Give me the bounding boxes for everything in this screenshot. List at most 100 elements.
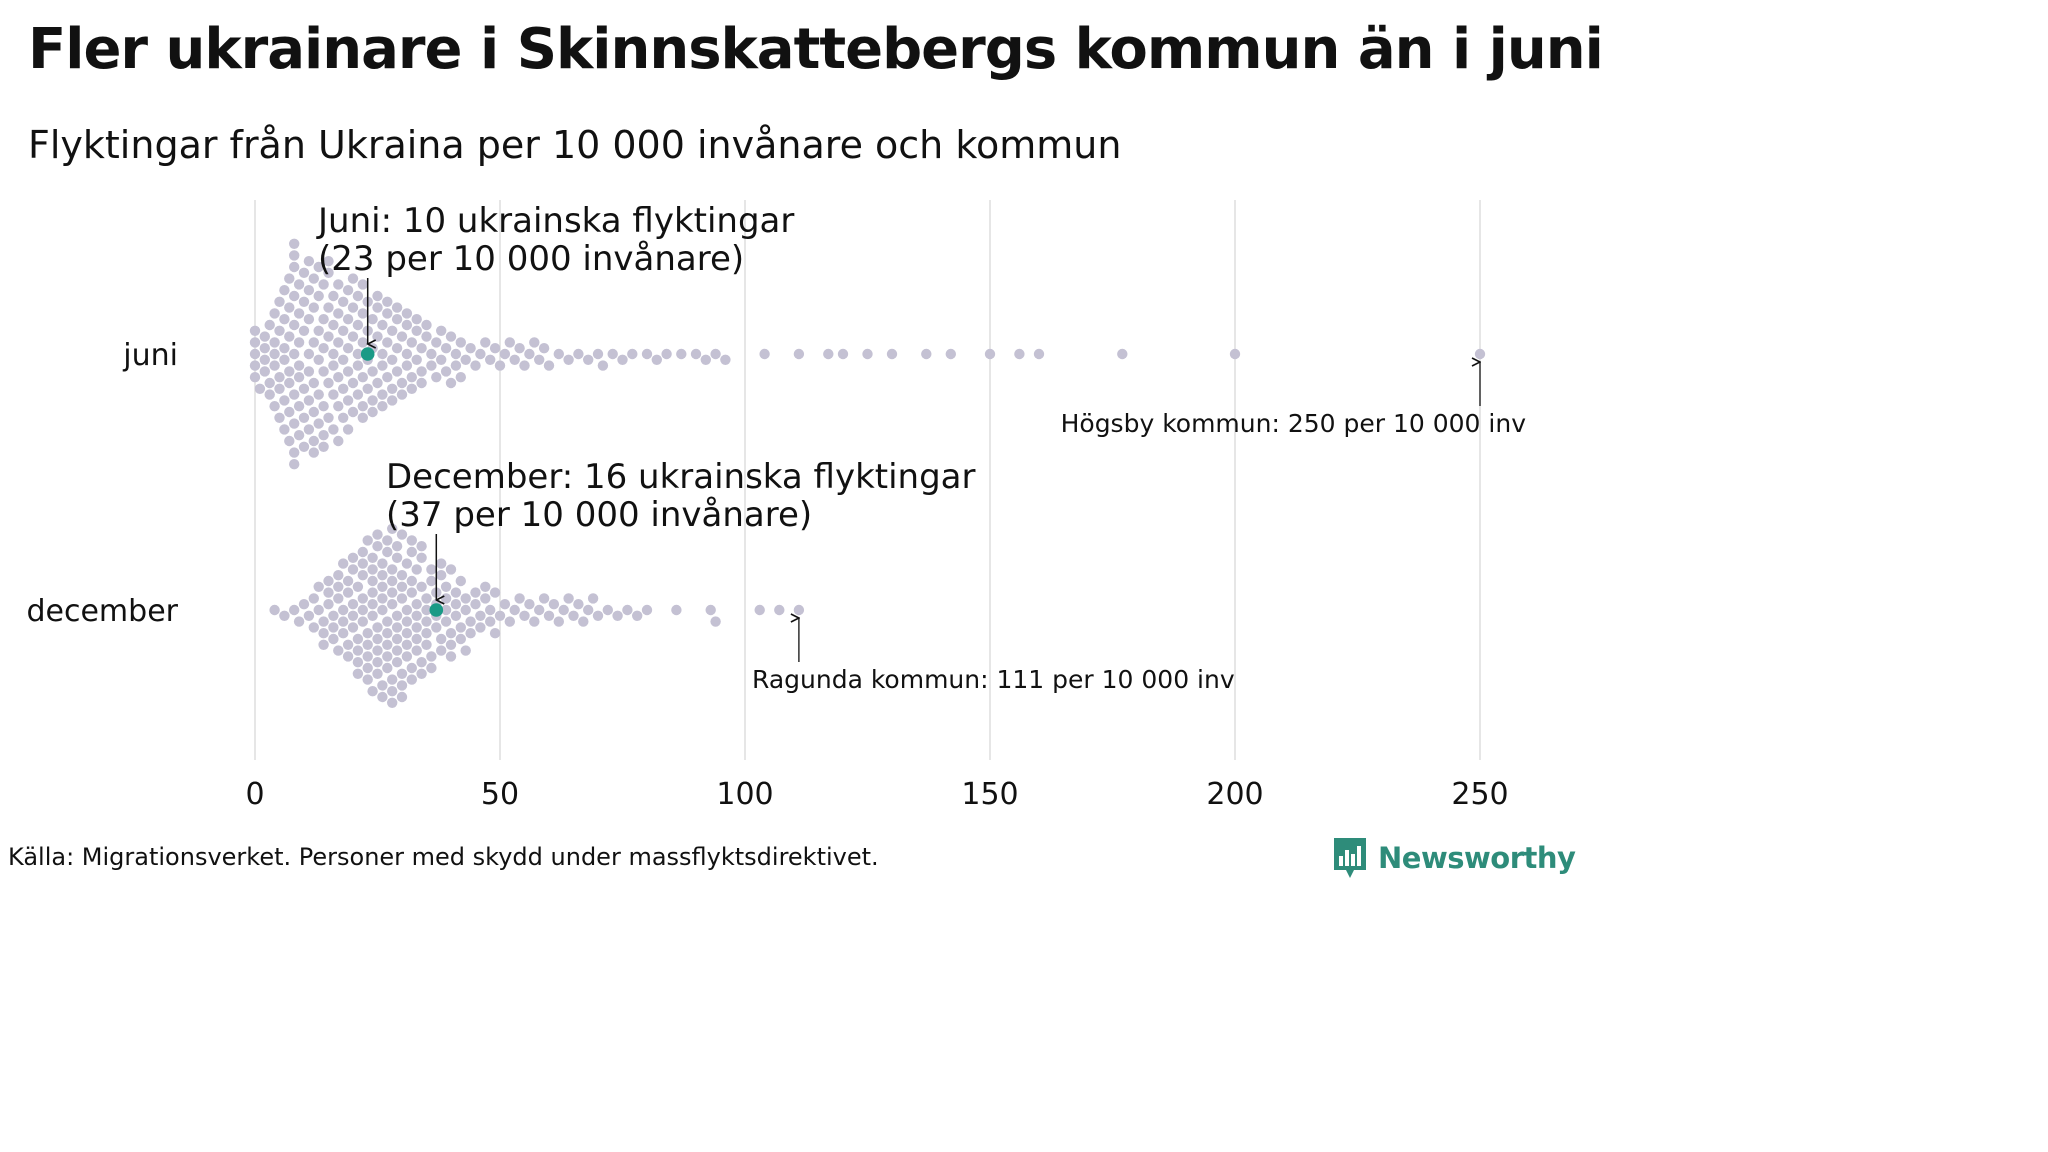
data-point-juni <box>347 406 359 418</box>
data-point-juni <box>274 412 285 423</box>
data-point-december <box>411 564 422 575</box>
data-point-december <box>440 581 452 592</box>
annotations: Juni: 10 ukrainska flyktingar(23 per 10 … <box>316 201 1526 694</box>
data-point-juni <box>279 285 290 296</box>
x-tick-label: 50 <box>481 777 519 812</box>
data-point-juni <box>289 418 300 429</box>
highlight-label-line2: (37 per 10 000 invånare) <box>386 495 812 535</box>
row-labels: juni december <box>26 338 178 629</box>
data-point-juni <box>382 308 393 319</box>
data-point-juni <box>308 302 319 313</box>
data-point-juni <box>387 383 398 394</box>
data-point-juni <box>308 377 319 389</box>
data-point-december <box>455 575 466 587</box>
data-point-juni <box>401 348 413 360</box>
data-point-juni <box>519 360 530 371</box>
data-point-juni <box>538 343 550 354</box>
data-point-juni <box>387 395 398 406</box>
data-point-december <box>480 593 491 604</box>
data-point-juni <box>641 348 653 360</box>
data-point-juni <box>352 290 364 302</box>
data-point-juni <box>1229 348 1241 360</box>
data-point-december <box>411 645 422 656</box>
data-point-juni <box>984 348 996 360</box>
data-point-juni <box>485 354 496 365</box>
data-point-juni <box>342 395 354 406</box>
data-point-juni <box>333 279 344 290</box>
data-point-juni <box>357 337 368 348</box>
data-point-juni <box>651 354 662 365</box>
data-point-december <box>377 604 388 616</box>
data-point-juni <box>284 331 295 342</box>
data-point-december <box>436 633 447 645</box>
data-point-juni <box>411 354 422 365</box>
data-point-december <box>494 610 506 621</box>
data-point-juni <box>1033 348 1045 360</box>
data-point-juni <box>338 325 349 336</box>
data-point-december <box>352 657 364 668</box>
data-point-juni <box>279 314 290 325</box>
data-point-juni <box>323 267 334 278</box>
chart-title: Fler ukrainare i Skinnskattebergs kommun… <box>28 17 1604 82</box>
data-point-december <box>416 657 427 668</box>
data-point-december <box>347 552 359 563</box>
data-point-december <box>671 604 682 616</box>
data-point-december <box>387 674 398 685</box>
data-point-december <box>352 668 364 679</box>
data-point-december <box>455 622 466 633</box>
data-point-juni <box>323 377 334 389</box>
data-point-december <box>357 616 368 627</box>
data-point-juni <box>284 273 295 284</box>
data-point-juni <box>328 319 339 331</box>
data-point-juni <box>416 377 427 389</box>
data-point-juni <box>431 372 442 383</box>
data-point-juni <box>284 377 295 389</box>
data-point-juni <box>333 308 344 319</box>
data-point-juni <box>328 424 339 435</box>
data-point-juni <box>318 441 329 452</box>
data-point-december <box>460 645 471 656</box>
data-point-juni <box>391 343 403 354</box>
data-point-december <box>416 668 427 679</box>
highlight-label-line1: Juni: 10 ukrainska flyktingar <box>316 201 794 241</box>
data-point-december <box>362 628 373 639</box>
data-point-december <box>362 651 373 662</box>
data-point-juni <box>391 314 403 325</box>
data-point-juni <box>436 325 447 336</box>
data-point-juni <box>347 331 359 342</box>
data-point-december <box>440 604 452 616</box>
data-point-december <box>362 639 373 650</box>
data-point-december <box>333 645 344 656</box>
data-point-december <box>382 616 393 627</box>
data-point-december <box>303 610 315 621</box>
data-point-juni <box>607 348 618 360</box>
data-point-december <box>445 564 457 575</box>
data-point-december <box>553 616 564 627</box>
data-point-december <box>357 570 368 581</box>
data-point-juni <box>293 337 305 348</box>
data-point-december <box>416 581 427 592</box>
data-point-december <box>323 599 334 610</box>
data-point-december <box>401 604 413 616</box>
data-point-december <box>367 599 378 610</box>
data-point-juni <box>289 319 300 331</box>
data-point-december <box>465 628 476 639</box>
data-point-juni <box>342 343 354 354</box>
data-point-juni <box>401 308 413 319</box>
data-point-december <box>436 570 447 581</box>
data-point-juni <box>455 337 466 348</box>
data-point-juni <box>279 354 290 365</box>
data-point-december <box>411 610 422 621</box>
row-label-december: december <box>26 594 178 629</box>
data-point-juni <box>401 360 413 371</box>
data-point-juni <box>690 348 702 360</box>
data-point-juni <box>720 354 731 365</box>
data-point-december <box>396 570 408 581</box>
data-point-juni <box>382 372 393 383</box>
data-point-juni <box>284 435 295 447</box>
data-point-juni <box>396 331 408 342</box>
data-point-juni <box>921 348 932 360</box>
data-point-december <box>313 604 324 616</box>
data-point-december <box>396 680 408 691</box>
data-point-december <box>455 633 466 645</box>
